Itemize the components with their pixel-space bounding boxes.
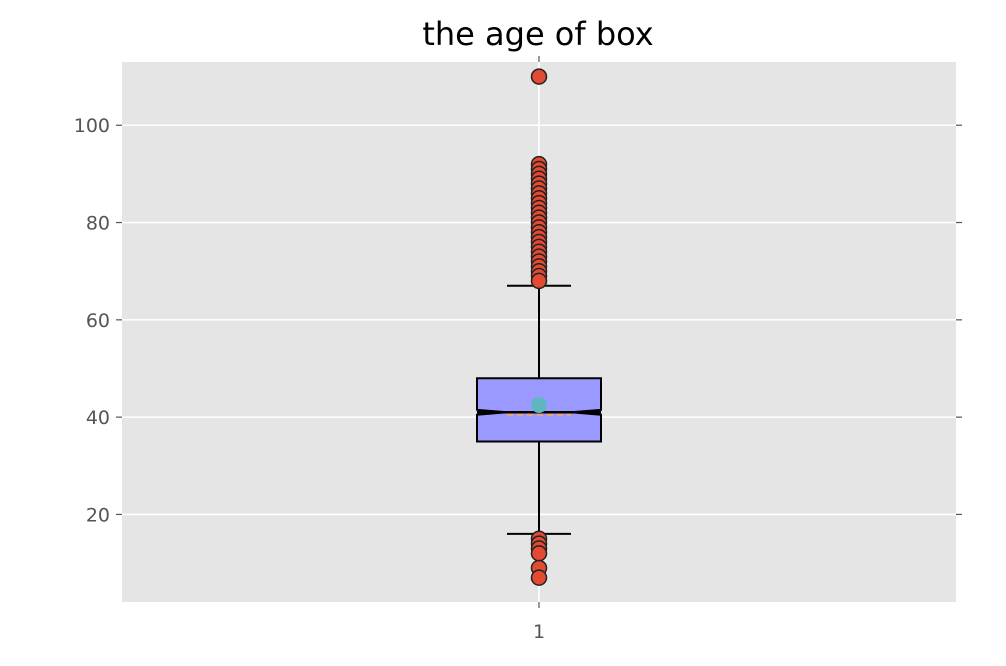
mean-marker [531, 396, 547, 413]
outlier-point [530, 68, 548, 85]
axis-ticks: 20 40 60 80 100 1 [74, 56, 962, 643]
outlier-point [530, 545, 548, 562]
y-tick-label: 100 [74, 115, 110, 137]
y-tick-label: 60 [86, 310, 110, 332]
box-series [476, 68, 602, 586]
outlier-point [530, 569, 548, 586]
y-tick-label: 40 [86, 407, 110, 429]
y-tick-label: 80 [86, 213, 110, 235]
x-tick-label: 1 [533, 621, 545, 643]
y-tick-label: 20 [86, 504, 110, 526]
outlier-point [530, 272, 548, 290]
chart-title: the age of box [422, 15, 653, 53]
